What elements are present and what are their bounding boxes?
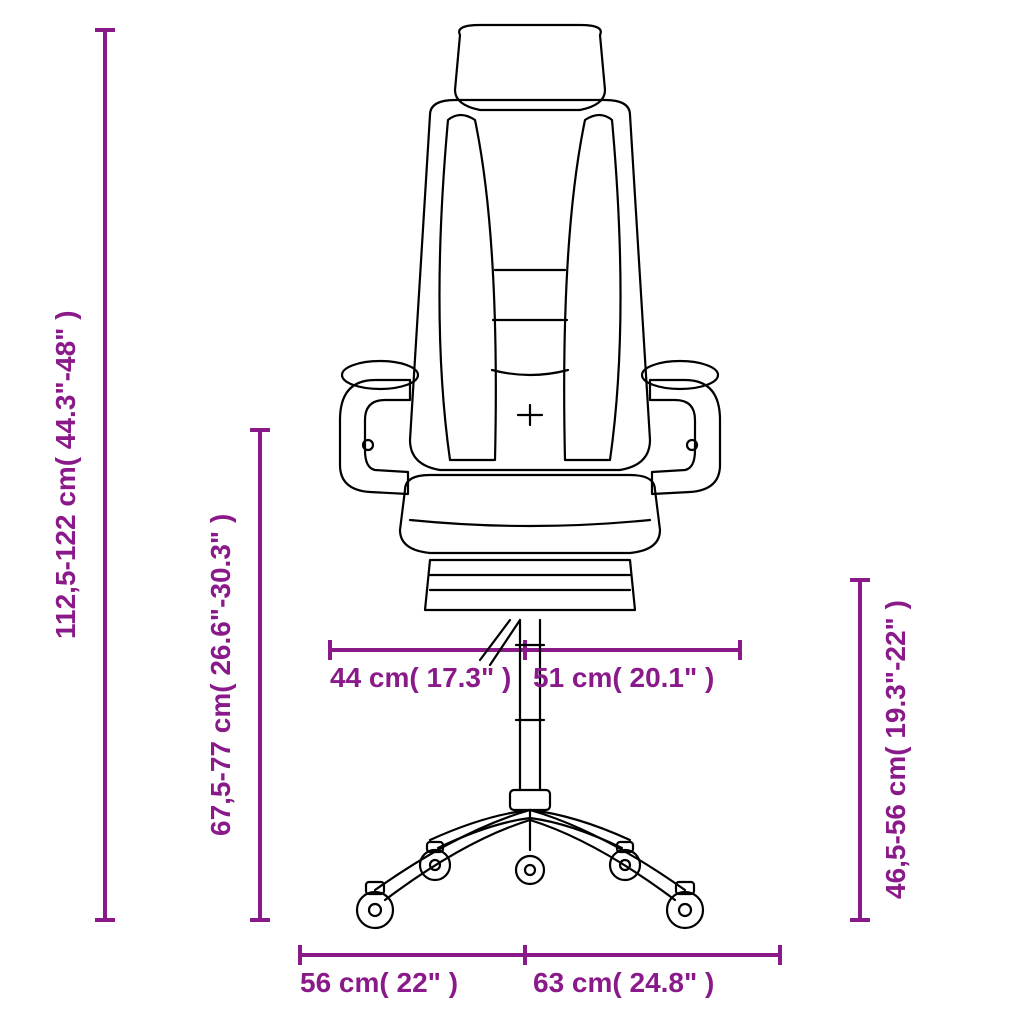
chair-drawing bbox=[280, 20, 780, 940]
label-seat-width-left: 44 cm( 17.3" ) bbox=[330, 662, 511, 694]
label-base-width-right: 63 cm( 24.8" ) bbox=[533, 967, 714, 999]
label-armrest-height: 67,5-77 cm( 26.6"-30.3" ) bbox=[205, 475, 237, 875]
label-seat-width-right: 51 cm( 20.1" ) bbox=[533, 662, 714, 694]
label-base-width-left: 56 cm( 22" ) bbox=[300, 967, 458, 999]
label-total-height: 112,5-122 cm( 44.3"-48" ) bbox=[50, 275, 82, 675]
label-seat-height: 46,5-56 cm( 19.3"-22" ) bbox=[880, 550, 912, 950]
